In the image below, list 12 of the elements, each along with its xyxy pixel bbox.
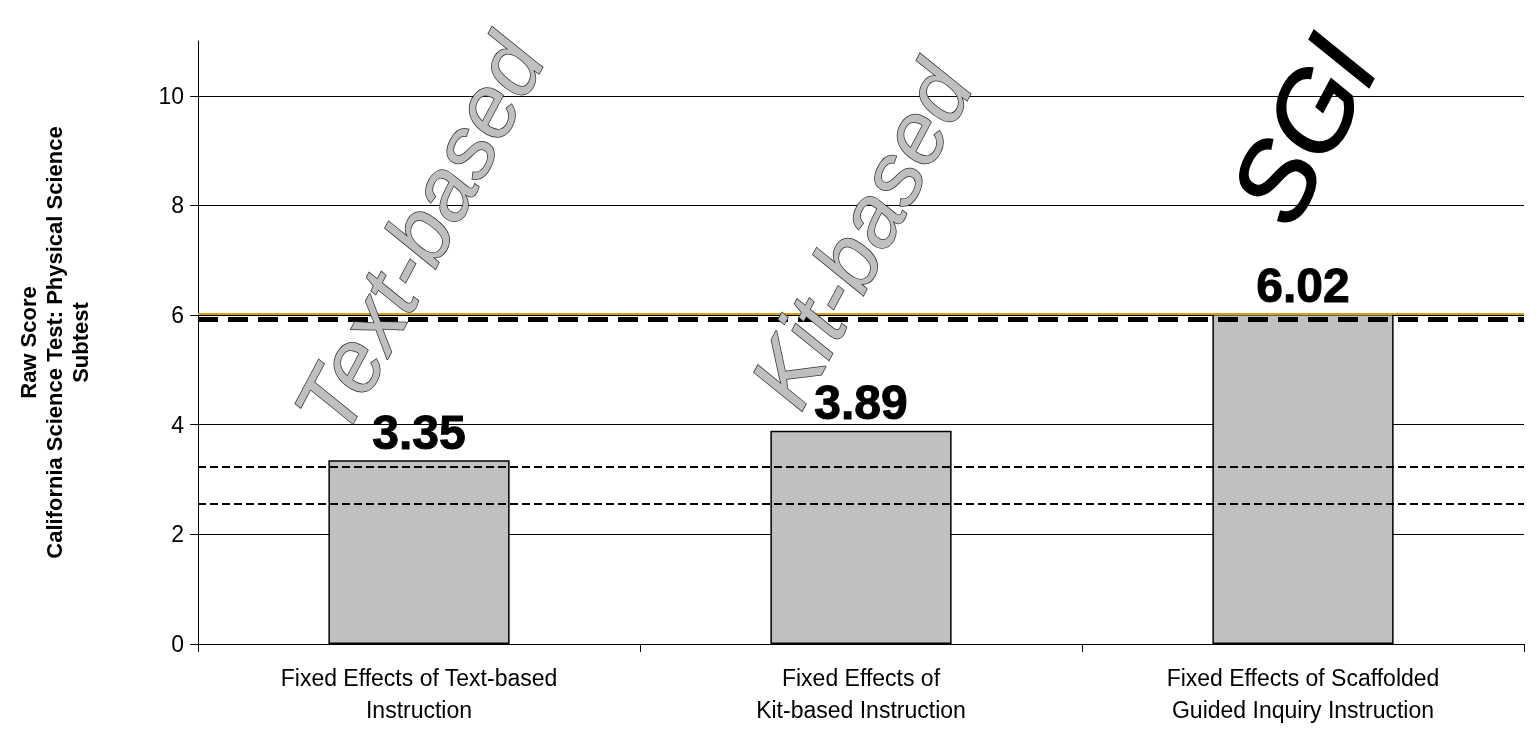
annotation: SGI [1204, 17, 1402, 243]
y-axis-title: Raw Score California Science Test: Physical Science Subtest [15, 126, 93, 559]
y-tick-label: 0 [171, 631, 184, 657]
y-tick-label: 8 [171, 192, 184, 219]
y-tick-label: 10 [158, 82, 184, 109]
x-tick-label: Fixed Effects of Kit-based Instruction [756, 665, 966, 723]
y-tick-label: 6 [171, 302, 184, 329]
y-tick-label: 4 [171, 411, 185, 438]
y-tick-label: 2 [171, 521, 184, 548]
x-tick-label: Fixed Effects of Text-based Instruction [280, 665, 558, 723]
x-tick-label: Fixed Effects of Scaffolded Guided Inquiry Instruction [1166, 665, 1440, 723]
data-label: 6.02 [1256, 259, 1350, 313]
